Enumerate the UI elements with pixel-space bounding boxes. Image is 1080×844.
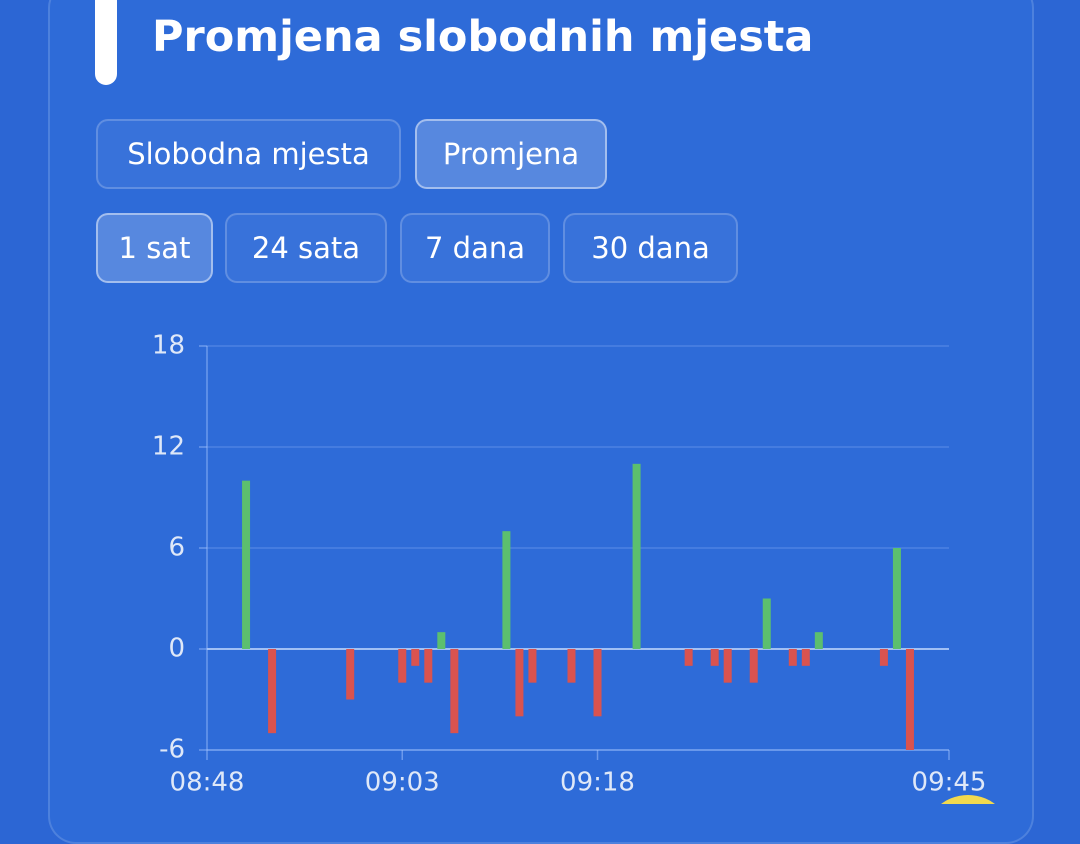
y-tick-label: 12 (152, 432, 185, 462)
y-tick-label: 18 (152, 331, 185, 361)
bar (788, 649, 797, 666)
y-tick-label: 6 (168, 533, 185, 563)
tab[interactable]: Promjena (415, 119, 607, 189)
bar (346, 649, 355, 700)
y-tick-label: 0 (168, 634, 185, 664)
bar (684, 649, 693, 666)
x-tick-label: 09:18 (560, 768, 635, 798)
bar (502, 531, 511, 649)
bar (515, 649, 524, 717)
bar (749, 649, 758, 683)
x-tick-label: 09:45 (912, 768, 987, 798)
title: Promjena slobodnih mjesta (152, 12, 814, 62)
bar (710, 649, 719, 666)
bar (424, 649, 433, 683)
card (48, 0, 1034, 844)
tab[interactable]: Slobodna mjesta (96, 119, 401, 189)
bar (411, 649, 420, 666)
bar (450, 649, 459, 734)
y-tick-label: -6 (159, 735, 185, 765)
x-tick-label: 09:03 (365, 768, 440, 798)
title-accent (95, 0, 117, 85)
bar (632, 463, 641, 649)
bar (437, 632, 446, 649)
chart: -6 0 6 12 18 08:48 09:03 09:18 09:45 (152, 331, 1013, 804)
bar (814, 632, 823, 649)
bar (268, 649, 277, 734)
range-button[interactable]: 1 sat (96, 213, 213, 283)
bar (567, 649, 576, 683)
bar (528, 649, 537, 683)
bar (892, 548, 901, 649)
range-button[interactable]: 30 dana (563, 213, 738, 283)
range-button[interactable]: 24 sata (225, 213, 387, 283)
bar (801, 649, 810, 666)
bar (879, 649, 888, 666)
page: Promjena slobodnih mjesta Slobodna mjest… (48, 0, 1034, 844)
bar (398, 649, 407, 683)
x-tick-label: 08:48 (170, 768, 245, 798)
bar (723, 649, 732, 683)
bar (242, 480, 251, 649)
range-button[interactable]: 7 dana (400, 213, 550, 283)
bar (593, 649, 602, 717)
bar (762, 598, 771, 649)
floating-button[interactable] (923, 795, 1013, 804)
bar (905, 649, 914, 750)
